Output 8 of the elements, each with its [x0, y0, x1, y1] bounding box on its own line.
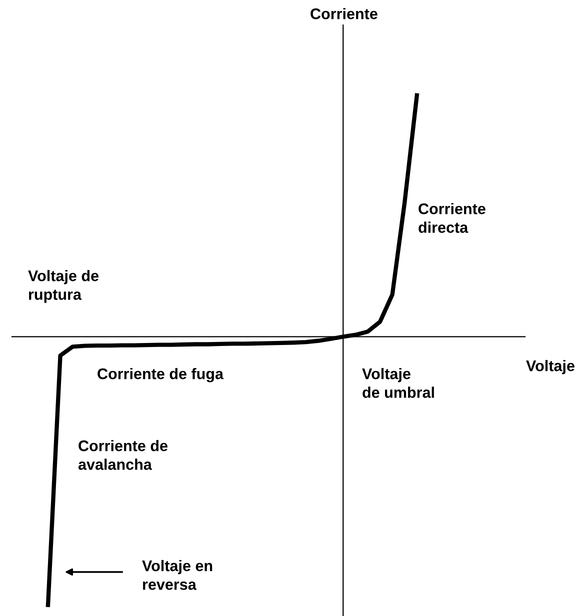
- annotation: Corriente de avalancha: [78, 440, 168, 470]
- annotation: Corriente de fuga: [98, 368, 224, 382]
- text: Voltaje: [526, 360, 574, 374]
- annotation: Voltaje de ruptura: [28, 270, 99, 303]
- text: Corriente: [310, 8, 378, 20]
- annotation: Voltaje de umbral: [362, 368, 434, 398]
- annotation: Corriente directa: [418, 203, 486, 233]
- annotation: Voltaje en reversa: [142, 560, 212, 590]
